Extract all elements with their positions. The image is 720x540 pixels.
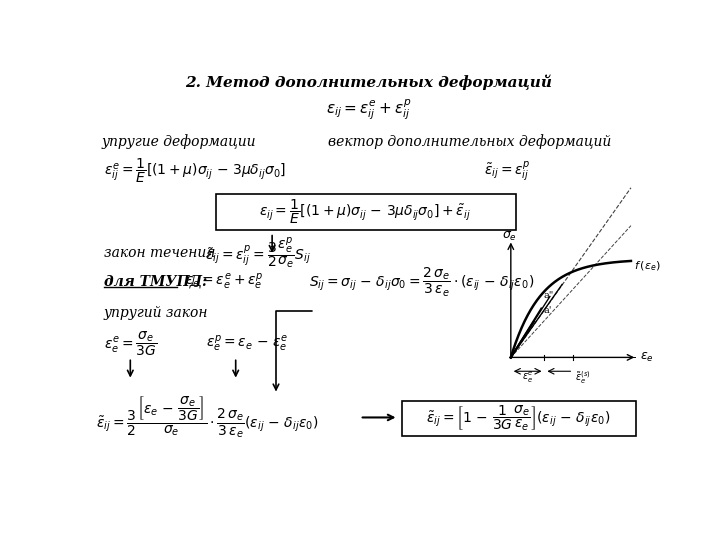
Text: $\tilde{\varepsilon}_{ij} = \left[1\ \mathrm{-}\ \dfrac{1}{3G}\dfrac{\sigma_{e}}: $\tilde{\varepsilon}_{ij} = \left[1\ \ma… [426,404,611,433]
Text: $\varepsilon^{e}_{ij} = \dfrac{1}{E}\left[(1+\mu)\sigma_{ij}\ \mathrm{-}\ 3\mu\d: $\varepsilon^{e}_{ij} = \dfrac{1}{E}\lef… [104,157,286,185]
Text: $\varepsilon^{p}_{e} =\varepsilon_{e}\ \mathrm{-}\ \varepsilon^{e}_{e}$: $\varepsilon^{p}_{e} =\varepsilon_{e}\ \… [206,334,288,354]
Text: $\varepsilon^{e}_{e} = \dfrac{\sigma_{e}}{3G}$: $\varepsilon^{e}_{e} = \dfrac{\sigma_{e}… [104,329,157,358]
Text: a": a" [544,292,554,300]
Text: a': a' [544,306,552,315]
Text: $\varepsilon^{e}_{e}$: $\varepsilon^{e}_{e}$ [522,370,534,385]
Text: $\varepsilon_{e} =\varepsilon^{e}_{e} + \varepsilon^{p}_{e}$: $\varepsilon_{e} =\varepsilon^{e}_{e} + … [184,272,263,292]
Text: $\tilde{\varepsilon}_{ij} =\varepsilon^{p}_{ij}$: $\tilde{\varepsilon}_{ij} =\varepsilon^{… [484,159,530,183]
Text: вектор дополнительных деформаций: вектор дополнительных деформаций [328,134,611,149]
Text: $f\,(\varepsilon_e)$: $f\,(\varepsilon_e)$ [634,259,661,273]
Bar [402,401,636,436]
Text: закон течения: закон течения [104,246,215,260]
Text: $S_{ij} =\sigma_{ij}\ \mathrm{-}\ \delta_{ij}\sigma_0 = \dfrac{2\,\sigma_{e}}{3\: $S_{ij} =\sigma_{ij}\ \mathrm{-}\ \delta… [310,265,534,299]
Text: $\tilde{\varepsilon}_{ij} =\varepsilon^{p}_{ij} = \dfrac{3}{2}\dfrac{\varepsilon: $\tilde{\varepsilon}_{ij} =\varepsilon^{… [204,235,310,270]
Text: для ТМУПД:: для ТМУПД: [104,275,207,289]
Text: $\varepsilon_{ij} =\varepsilon^{e}_{ij} + \varepsilon^{p}_{ij}$: $\varepsilon_{ij} =\varepsilon^{e}_{ij} … [326,97,412,122]
Bar [215,194,516,230]
Text: 2. Метод дополнительных деформаций: 2. Метод дополнительных деформаций [186,74,552,90]
Text: $\sigma_{e}$: $\sigma_{e}$ [502,230,517,243]
Text: $\tilde{\varepsilon}^{(s)}_{e}$: $\tilde{\varepsilon}^{(s)}_{e}$ [575,369,590,386]
Text: упругий закон: упругий закон [104,306,209,320]
Text: $\varepsilon_{e}$: $\varepsilon_{e}$ [640,351,654,364]
Text: $\tilde{\varepsilon}_{ij} = \dfrac{3}{2}\dfrac{\left[\varepsilon_{e}\ \mathrm{-}: $\tilde{\varepsilon}_{ij} = \dfrac{3}{2}… [96,395,319,440]
Text: $\varepsilon_{ij} = \dfrac{1}{E}\left[(1+\mu)\sigma_{ij}\ \mathrm{-}\ 3\mu\delta: $\varepsilon_{ij} = \dfrac{1}{E}\left[(1… [259,198,471,226]
Text: упругие деформации: упругие деформации [102,134,256,149]
